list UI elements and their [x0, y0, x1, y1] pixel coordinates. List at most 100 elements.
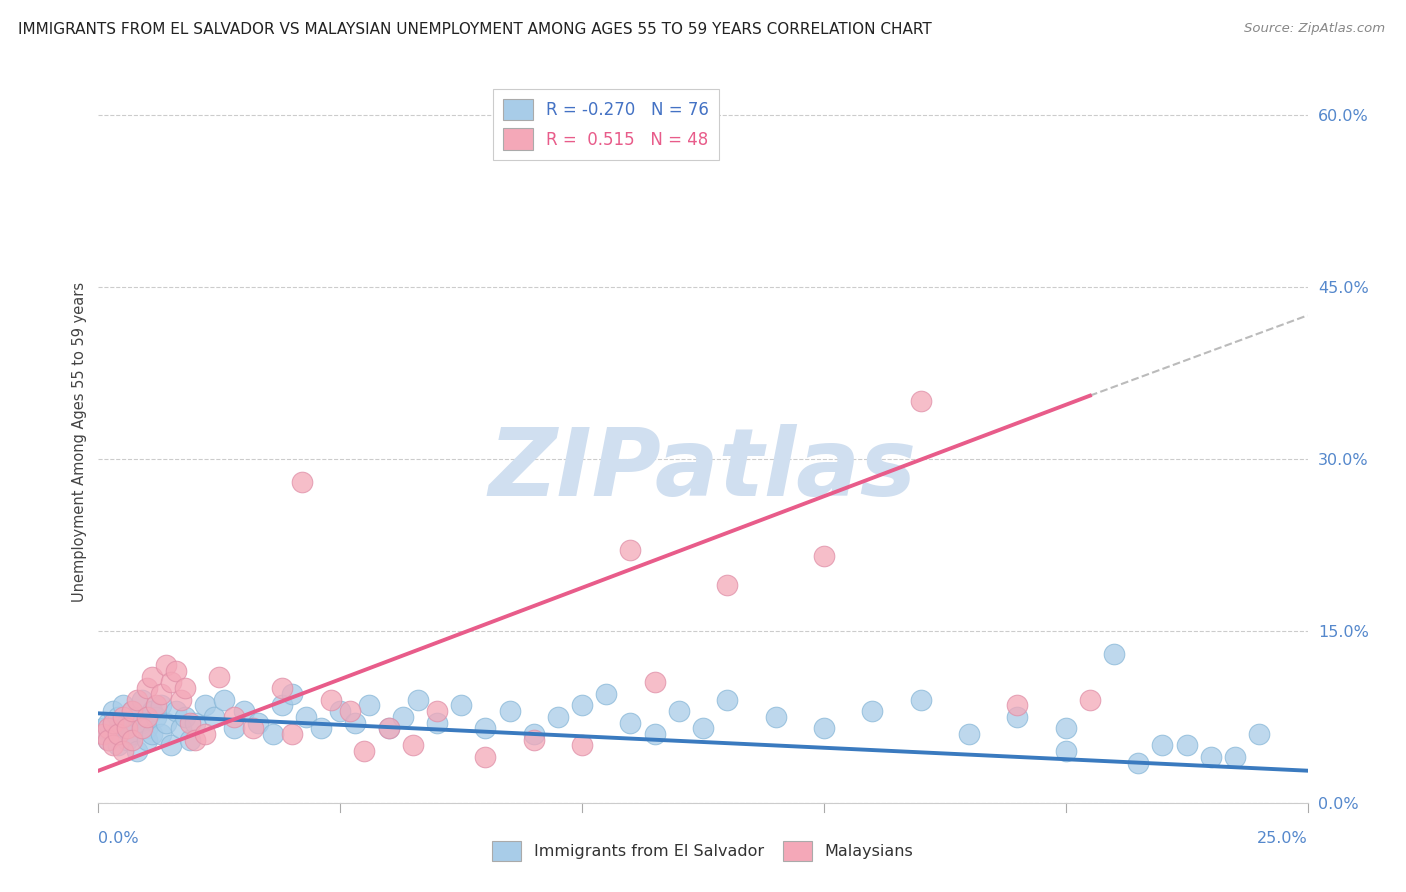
Point [281, 687, 304, 701]
Point [523, 732, 546, 747]
Legend: Immigrants from El Salvador, Malaysians: Immigrants from El Salvador, Malaysians [486, 835, 920, 867]
Point [145, 710, 167, 724]
Point [194, 698, 217, 713]
Point [141, 670, 163, 684]
Point [97, 721, 120, 735]
Point [184, 732, 207, 747]
Text: Source: ZipAtlas.com: Source: ZipAtlas.com [1244, 22, 1385, 36]
Text: ZIPatlas: ZIPatlas [489, 425, 917, 516]
Point [135, 721, 157, 735]
Point [111, 710, 134, 724]
Point [813, 721, 835, 735]
Point [117, 715, 139, 730]
Point [135, 732, 157, 747]
Point [262, 727, 284, 741]
Point [212, 692, 235, 706]
Point [860, 704, 883, 718]
Point [271, 698, 294, 713]
Point [121, 704, 143, 718]
Point [150, 687, 173, 701]
Point [339, 704, 361, 718]
Point [402, 739, 425, 753]
Point [547, 710, 569, 724]
Point [377, 721, 399, 735]
Point [179, 732, 201, 747]
Point [131, 721, 153, 735]
Point [406, 692, 429, 706]
Point [135, 681, 157, 695]
Point [474, 721, 496, 735]
Point [117, 721, 139, 735]
Point [165, 664, 187, 678]
Point [1007, 698, 1029, 713]
Point [160, 675, 183, 690]
Point [329, 704, 352, 718]
Point [1102, 647, 1125, 661]
Point [1175, 739, 1198, 753]
Point [208, 670, 231, 684]
Point [135, 710, 157, 724]
Point [107, 710, 129, 724]
Point [107, 739, 129, 753]
Point [716, 578, 738, 592]
Y-axis label: Unemployment Among Ages 55 to 59 years: Unemployment Among Ages 55 to 59 years [72, 282, 87, 601]
Point [155, 658, 177, 673]
Point [716, 692, 738, 706]
Point [377, 721, 399, 735]
Point [222, 721, 245, 735]
Point [1007, 710, 1029, 724]
Point [160, 739, 183, 753]
Point [290, 475, 312, 489]
Text: IMMIGRANTS FROM EL SALVADOR VS MALAYSIAN UNEMPLOYMENT AMONG AGES 55 TO 59 YEARS : IMMIGRANTS FROM EL SALVADOR VS MALAYSIAN… [18, 22, 932, 37]
Point [111, 721, 134, 735]
Point [295, 710, 318, 724]
Point [155, 715, 177, 730]
Point [668, 704, 690, 718]
Point [765, 710, 787, 724]
Point [571, 698, 593, 713]
Point [319, 692, 342, 706]
Point [619, 715, 641, 730]
Point [281, 727, 304, 741]
Point [101, 704, 124, 718]
Point [127, 744, 149, 758]
Point [271, 681, 294, 695]
Point [111, 698, 134, 713]
Point [692, 721, 714, 735]
Point [595, 687, 617, 701]
Point [165, 704, 187, 718]
Point [111, 744, 134, 758]
Point [309, 721, 332, 735]
Point [1152, 739, 1174, 753]
Point [1199, 750, 1222, 764]
Point [1054, 721, 1077, 735]
Point [232, 704, 254, 718]
Point [910, 394, 932, 409]
Point [101, 727, 124, 741]
Text: 25.0%: 25.0% [1257, 831, 1308, 847]
Point [150, 727, 173, 741]
Point [242, 721, 264, 735]
Point [97, 732, 120, 747]
Point [343, 715, 366, 730]
Point [353, 744, 375, 758]
Point [174, 710, 197, 724]
Point [101, 739, 124, 753]
Point [169, 692, 191, 706]
Point [1223, 750, 1246, 764]
Point [644, 727, 666, 741]
Point [247, 715, 270, 730]
Point [141, 704, 163, 718]
Point [1054, 744, 1077, 758]
Point [121, 732, 143, 747]
Point [474, 750, 496, 764]
Point [127, 710, 149, 724]
Point [97, 715, 120, 730]
Point [813, 549, 835, 564]
Point [145, 698, 167, 713]
Point [1078, 692, 1101, 706]
Point [131, 692, 153, 706]
Point [97, 732, 120, 747]
Point [121, 727, 143, 741]
Point [359, 698, 381, 713]
